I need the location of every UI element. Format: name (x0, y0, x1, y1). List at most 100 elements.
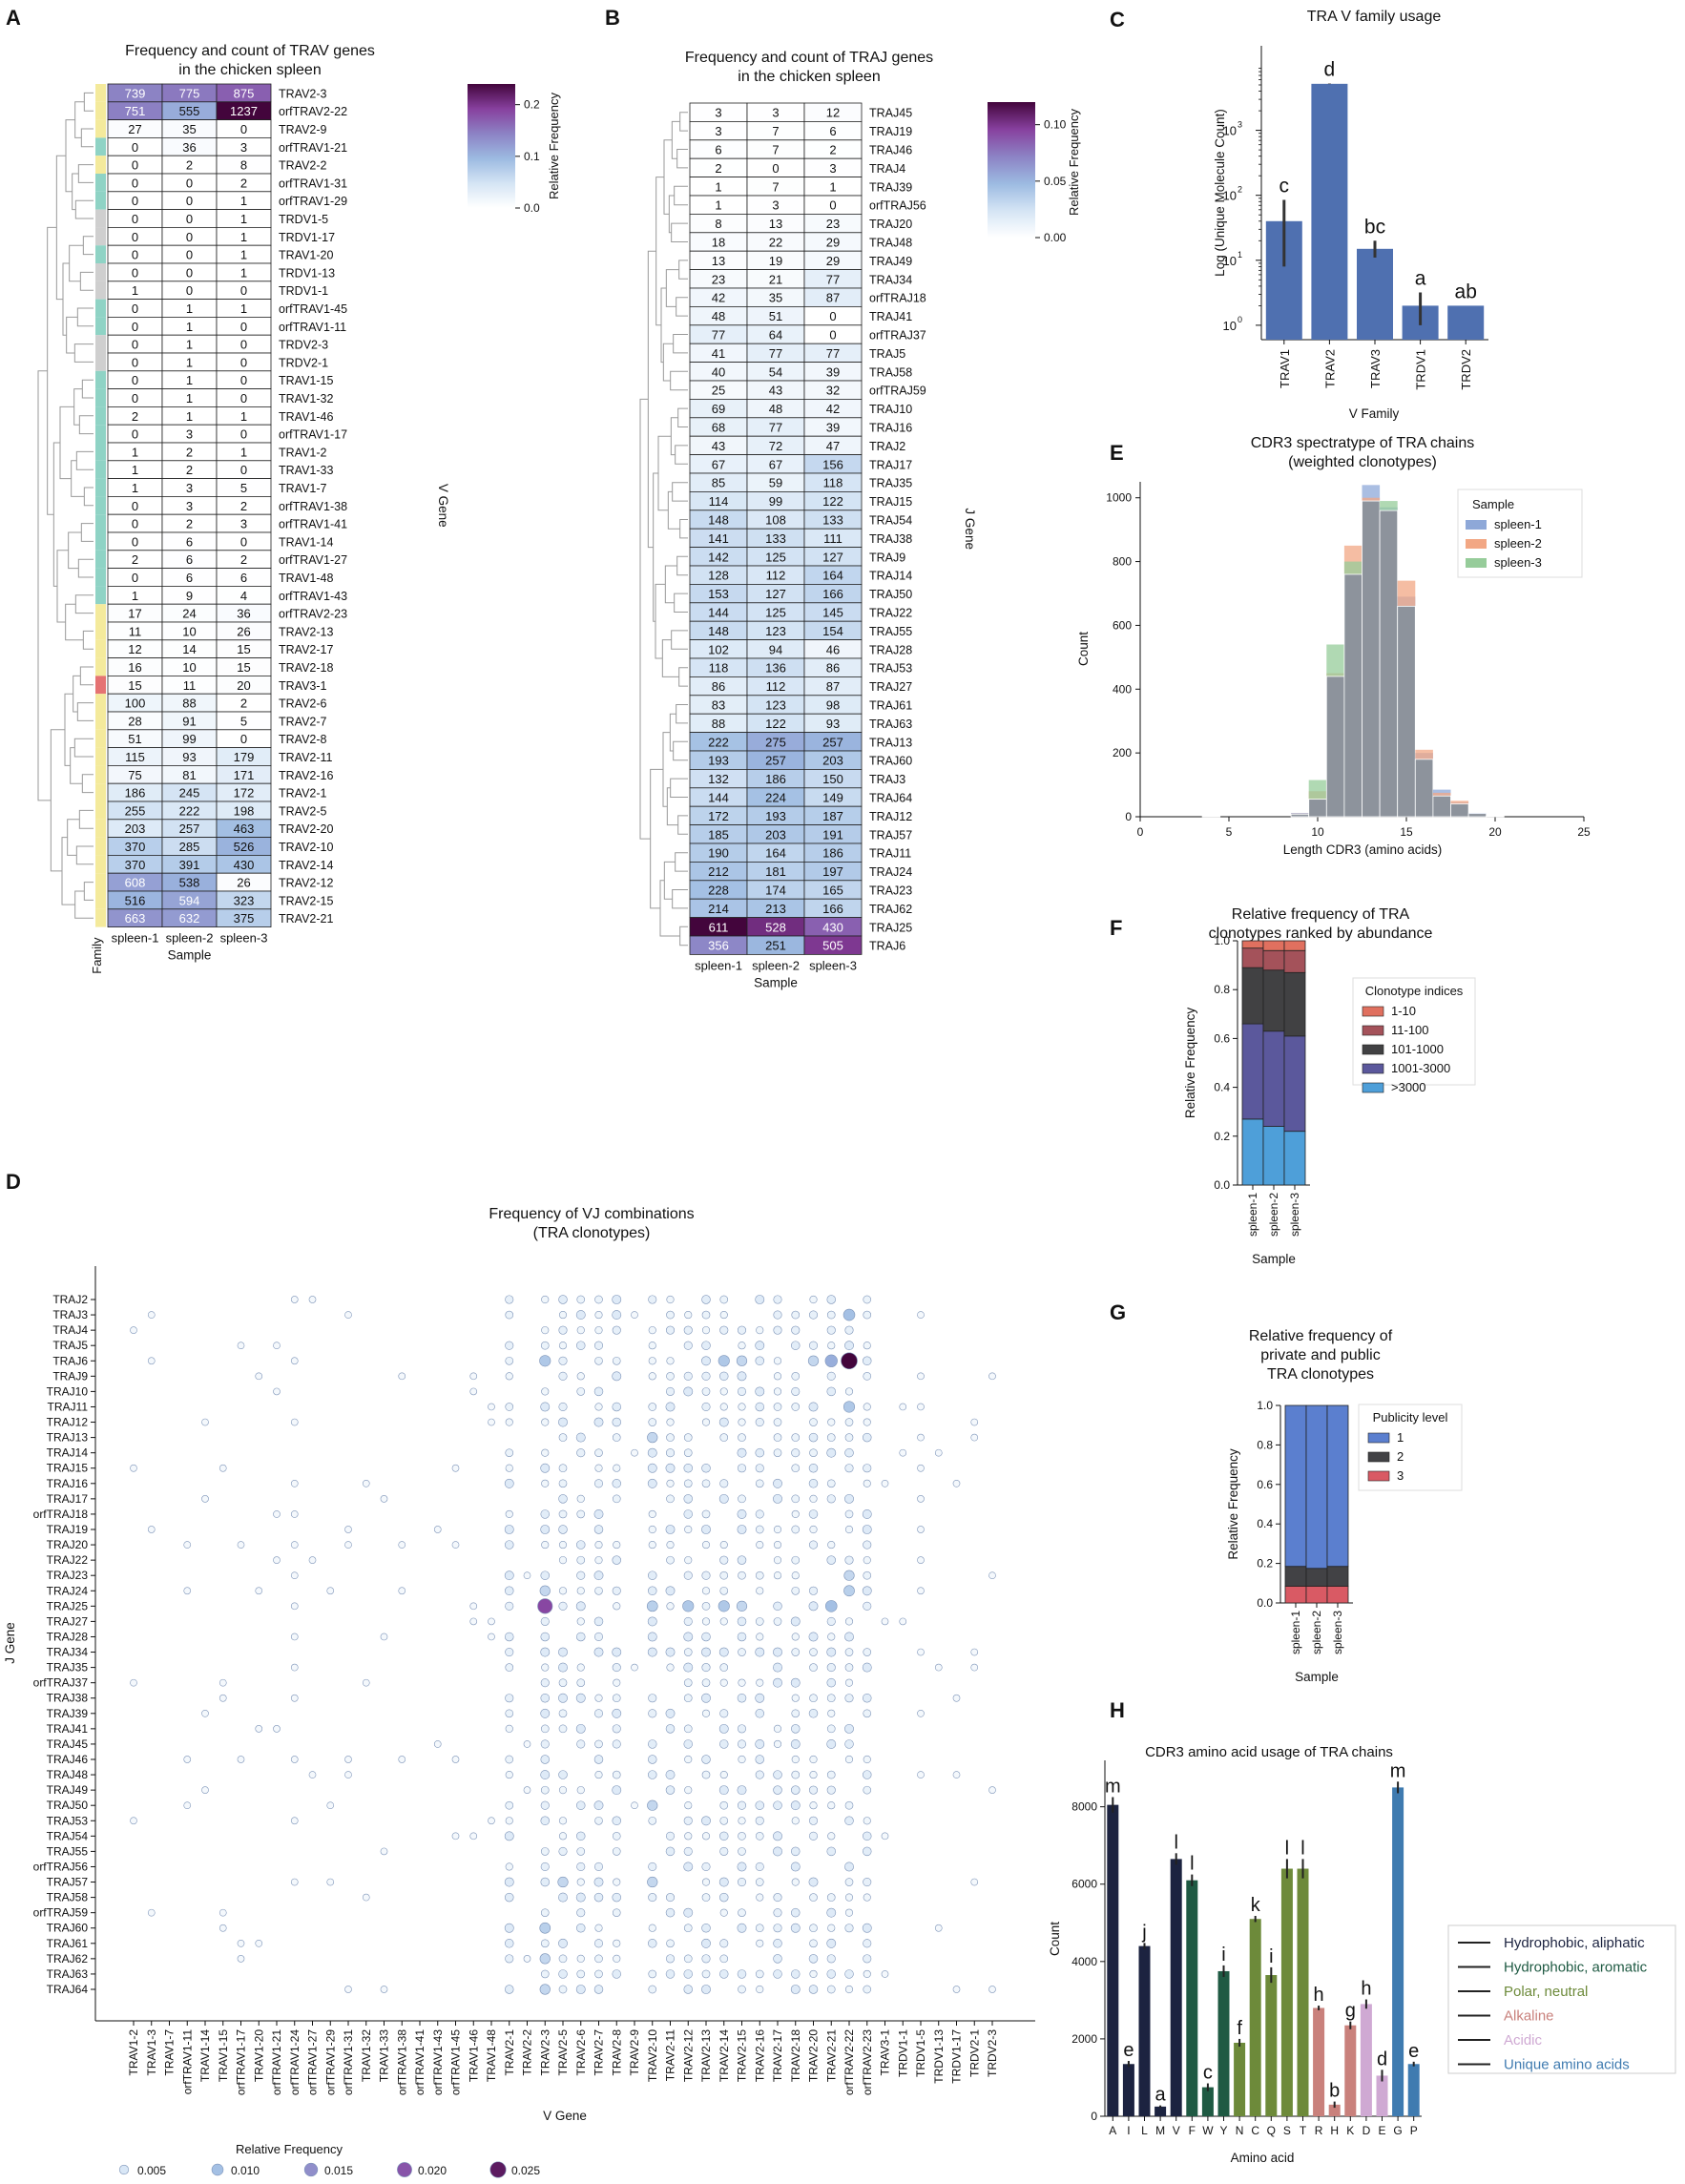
legend-swatch (1367, 1451, 1390, 1463)
v-gene-tick-label: TRAV2-2 (521, 2029, 534, 2076)
j-gene-tick-label: TRAJ23 (47, 1569, 89, 1582)
j-gene-label: TRAJ45 (869, 107, 912, 120)
vj-dot (755, 1341, 765, 1351)
vj-dot (863, 1846, 872, 1857)
v-gene-tick-label: TRAV1-14 (198, 2029, 212, 2082)
vj-dot (844, 1862, 854, 1872)
vj-dot (863, 1877, 872, 1887)
y-tick-label: 400 (1113, 682, 1132, 696)
heatmap-cell-value: 193 (765, 809, 786, 823)
vj-dot (719, 1846, 729, 1856)
vj-dot (791, 1372, 801, 1381)
legend-swatch (1466, 520, 1487, 530)
v-gene-tick-label: orfTRAV1-43 (431, 2029, 445, 2095)
vj-dot (701, 1663, 711, 1673)
vj-dot (613, 1540, 621, 1550)
dendrogram-branch (71, 460, 85, 497)
heatmap-cell-value: 186 (125, 786, 146, 801)
heatmap-cell-value: 11 (183, 678, 197, 693)
vj-dot (737, 1525, 747, 1534)
vj-dot (755, 1509, 764, 1519)
legend-swatch (1362, 1082, 1384, 1093)
stacked-segment (1284, 1404, 1307, 1568)
heatmap-cell-value: 0 (132, 248, 138, 262)
stacked-segment (1326, 1566, 1349, 1587)
vj-dot (539, 1953, 551, 1965)
vj-dot (719, 1800, 729, 1810)
vj-dot (539, 1984, 551, 1995)
heatmap-cell-value: 1 (186, 355, 193, 369)
vj-dot (558, 1601, 568, 1611)
j-gene-label: TRAJ64 (869, 792, 912, 805)
vj-dot (631, 1448, 638, 1457)
heatmap-cell-value: 430 (234, 858, 255, 872)
v-gene-label: TRAV2-9 (279, 123, 327, 136)
dendrogram-branch (66, 316, 78, 354)
vj-dot (824, 1600, 838, 1612)
heatmap-cell-value: 69 (712, 402, 725, 416)
vj-dot (719, 1570, 729, 1580)
y-axis-label: J Gene (963, 508, 977, 550)
vj-dot (665, 1448, 676, 1458)
vj-dot (863, 1418, 871, 1426)
vj-dot (826, 1447, 837, 1458)
vj-dot (881, 1970, 889, 1978)
bar (1249, 1919, 1261, 2116)
v-gene-tick-label: TRAV2-21 (824, 2029, 838, 2082)
stacked-segment (1283, 971, 1306, 1037)
vj-dot (648, 1295, 657, 1304)
vj-dot (683, 1570, 693, 1580)
vj-dot (826, 1969, 836, 1979)
legend-label: 1 (1397, 1430, 1404, 1445)
heatmap-cell-value: 115 (125, 750, 145, 764)
vj-dot (576, 1326, 585, 1335)
vj-dot (540, 1939, 550, 1948)
j-gene-label: TRAJ38 (869, 532, 912, 546)
y-tick-label: 0.6 (1214, 1031, 1230, 1045)
vj-dot (701, 1632, 711, 1642)
vj-dot (612, 1892, 621, 1903)
dendrogram-branch (81, 774, 94, 794)
y-tick-label: 0.0 (1257, 1596, 1273, 1610)
vj-dot (540, 1341, 550, 1350)
vj-dot (558, 1786, 568, 1795)
vj-dot (683, 1325, 693, 1335)
j-gene-tick-label: orfTRAJ59 (33, 1906, 89, 1920)
vj-dot (665, 1724, 676, 1734)
vj-dot (540, 1969, 550, 1979)
stacked-segment (1283, 1131, 1306, 1186)
j-gene-label: TRAJ60 (869, 755, 912, 768)
vj-dot (541, 1448, 550, 1457)
family-color-cell (95, 622, 106, 640)
vj-dot (683, 1954, 693, 1964)
vj-dot (613, 1678, 621, 1687)
vj-dot (326, 1587, 335, 1595)
j-gene-tick-label: TRAJ27 (47, 1614, 89, 1628)
y-tick-label: 10 (1223, 124, 1237, 138)
j-gene-tick-label: TRAJ3 (52, 1308, 88, 1321)
v-gene-tick-label: TRAV1-46 (467, 2029, 480, 2082)
heatmap-cell-value: 1 (240, 302, 247, 316)
vj-dot (773, 1571, 782, 1580)
heatmap-cell-value: 203 (765, 827, 786, 842)
heatmap-cell-value: 0 (240, 534, 247, 549)
dendrogram-branch (73, 738, 94, 758)
j-gene-label: TRAJ62 (869, 903, 912, 916)
x-tick-label: spleen-3 (1331, 1611, 1344, 1654)
vj-dot (773, 1662, 782, 1673)
heatmap-cell-value: 203 (822, 754, 843, 768)
family-color-cell (95, 156, 106, 174)
stacked-segment (1262, 969, 1285, 1032)
family-color-cell (95, 568, 106, 587)
j-gene-tick-label: orfTRAJ56 (33, 1860, 89, 1873)
heatmap-cell-value: 48 (769, 402, 782, 416)
vj-dot (755, 1295, 765, 1304)
vj-dot (701, 1693, 711, 1703)
vj-dot (612, 1816, 621, 1826)
vj-dot (594, 1356, 603, 1365)
v-gene-label: TRAV2-8 (279, 733, 327, 746)
vj-dot (666, 1494, 675, 1504)
panel-letter: H (1110, 1698, 1125, 1722)
j-gene-label: TRAJ20 (869, 218, 912, 231)
